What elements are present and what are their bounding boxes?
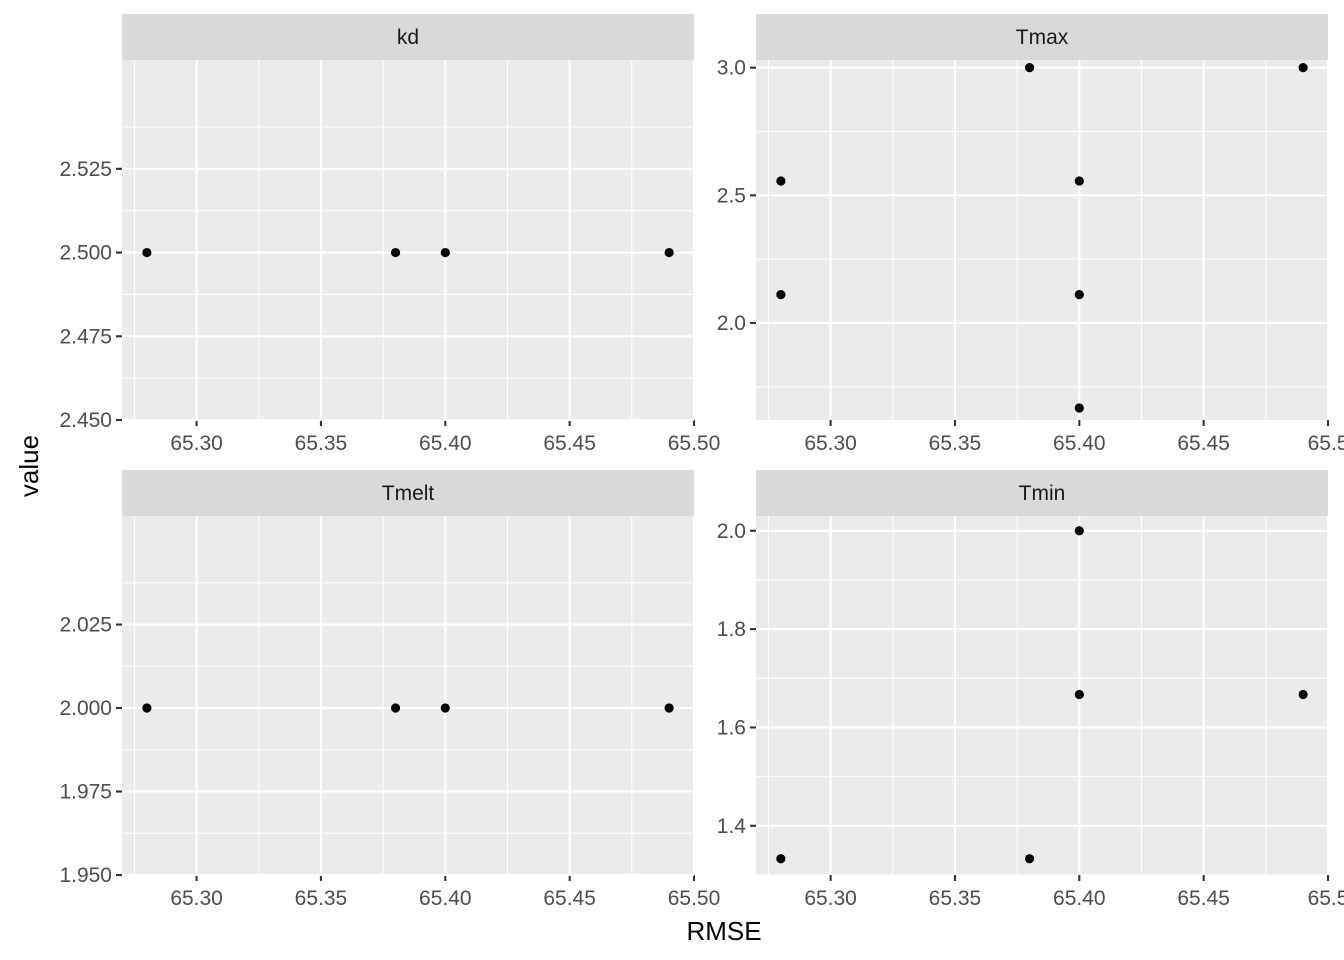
data-point-tmin	[1074, 689, 1084, 700]
data-point-tmelt	[440, 703, 450, 713]
y-tick-label: 2.450	[59, 409, 112, 432]
x-tick-label: 65.35	[295, 432, 348, 455]
y-tick-label: 1.950	[59, 864, 112, 887]
data-point-kd	[440, 247, 450, 258]
y-tick-label: 2.000	[59, 697, 112, 720]
x-tick-label: 65.40	[419, 887, 472, 910]
facet-panels: kd 65.30 65.35 65.40 65.45 65.50 2.450 2.475 2.5…	[59, 14, 1344, 910]
x-tick-label: 65.45	[543, 432, 596, 455]
data-point-tmelt	[390, 703, 401, 713]
y-axis-title: value	[14, 435, 44, 497]
data-point-tmax	[1074, 290, 1084, 300]
x-tick-label: 65.40	[1053, 887, 1106, 910]
data-point-tmelt	[142, 703, 152, 713]
y-tick-label: 2.525	[59, 158, 112, 181]
facet-strip-tmax	[756, 14, 1328, 60]
y-tick-label: 2.5	[717, 184, 746, 207]
y-tick-label: 2.025	[59, 614, 112, 637]
data-point-tmax	[1298, 63, 1308, 73]
data-point-kd	[142, 247, 152, 258]
facet-label-tmelt: Tmelt	[382, 482, 435, 505]
x-tick-label: 65.45	[543, 887, 596, 910]
facet-panel-tmax: Tmax 65.30 65.35 65.40 65.45 65.5 2.0 2.5 3.0	[717, 14, 1344, 455]
y-tick-label: 3.0	[717, 57, 746, 80]
panel-background-tmelt	[122, 516, 694, 875]
facet-panel-tmelt: Tmelt 65.30 65.35 65.40 65.45 65.50 1.950 1.975…	[59, 470, 720, 910]
data-point-tmax	[1024, 63, 1035, 73]
x-tick-label: 65.5	[1308, 887, 1344, 910]
x-tick-label: 65.40	[1053, 432, 1106, 455]
facet-panel-tmin: Tmin 65.30 65.35 65.40 65.45 65.5 1.4 1.6 1.8 2.0	[717, 470, 1344, 910]
x-axis-title: RMSE	[686, 916, 761, 946]
facet-panel-kd: kd 65.30 65.35 65.40 65.45 65.50 2.450 2.475 2.5…	[59, 14, 720, 455]
y-tick-label: 1.8	[717, 618, 746, 641]
x-tick-label: 65.35	[929, 887, 982, 910]
facet-strip-tmelt	[122, 470, 694, 516]
data-point-tmax	[776, 290, 786, 300]
x-tick-label: 65.50	[668, 887, 721, 910]
data-point-tmin	[1074, 526, 1084, 536]
facet-label-tmax: Tmax	[1016, 26, 1069, 49]
x-tick-label: 65.40	[419, 432, 472, 455]
data-point-kd	[390, 247, 401, 258]
x-tick-label: 65.30	[170, 887, 223, 910]
facet-label-kd: kd	[397, 26, 419, 49]
data-point-tmax	[1074, 176, 1084, 186]
y-tick-label: 2.475	[59, 325, 112, 348]
y-tick-label: 2.0	[717, 312, 746, 335]
y-tick-label: 1.975	[59, 781, 112, 804]
y-tick-label: 1.4	[717, 815, 747, 838]
data-point-tmin	[1024, 854, 1035, 864]
x-tick-label: 65.30	[804, 432, 857, 455]
y-tick-label: 2.500	[59, 242, 112, 265]
panel-background-kd	[122, 60, 694, 420]
panel-background-tmax	[756, 60, 1328, 420]
x-tick-label: 65.30	[170, 432, 223, 455]
data-point-kd	[664, 247, 674, 258]
x-tick-label: 65.35	[929, 432, 982, 455]
x-tick-label: 65.45	[1177, 432, 1230, 455]
facet-strip-tmin	[756, 470, 1328, 516]
data-point-tmelt	[664, 703, 674, 713]
x-tick-label: 65.5	[1308, 432, 1344, 455]
x-tick-label: 65.35	[295, 887, 348, 910]
facet-strip-kd	[122, 14, 694, 60]
y-tick-label: 1.6	[717, 716, 746, 739]
facet-label-tmin: Tmin	[1019, 482, 1066, 505]
panel-background-tmin	[756, 516, 1328, 875]
data-point-tmax	[1074, 403, 1084, 413]
x-tick-label: 65.30	[804, 887, 857, 910]
data-point-tmin	[776, 854, 786, 864]
data-point-tmin	[1298, 689, 1308, 700]
y-tick-label: 2.0	[717, 520, 746, 543]
x-tick-label: 65.45	[1177, 887, 1230, 910]
x-tick-label: 65.50	[668, 432, 721, 455]
data-point-tmax	[776, 176, 786, 186]
